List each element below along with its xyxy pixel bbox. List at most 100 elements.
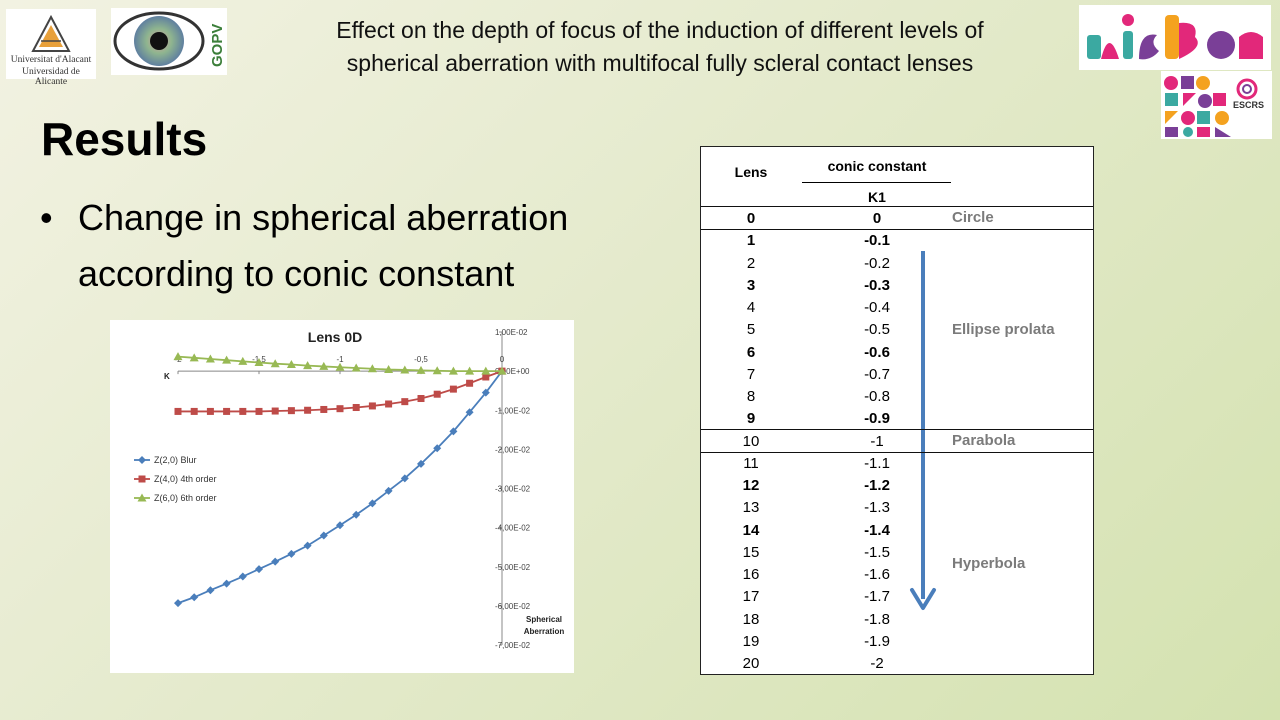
data-point: [368, 499, 377, 508]
data-point: [173, 352, 183, 361]
data-point: [238, 356, 248, 365]
class-circle: Circle: [952, 209, 994, 226]
data-point: [222, 579, 231, 588]
data-point: [174, 407, 182, 415]
table-row: 20 -2: [701, 653, 1093, 675]
k1-cell: -1.6: [864, 566, 890, 583]
k1-cell: -1.7: [864, 588, 890, 606]
lens-cell: 3: [746, 276, 756, 294]
data-point: [319, 531, 328, 540]
legend-label: Z(2,0) Blur: [154, 455, 197, 465]
table-row: 3 -0.3: [701, 275, 1093, 297]
data-point: [287, 549, 296, 558]
table-divider: [701, 229, 1093, 230]
bullet-point: • Change in spherical aberration accordi…: [40, 190, 680, 302]
lens-cell: 17: [742, 588, 760, 606]
bullet-line-2: according to conic constant: [78, 253, 515, 294]
table-row: 1 -0.1: [701, 230, 1093, 252]
y-tick-label: -2,00E-02: [495, 445, 531, 454]
escrs-label: ESCRS: [1232, 100, 1264, 110]
data-point: [336, 521, 344, 530]
k1-cell: -0.5: [864, 321, 890, 339]
lens-cell: 9: [746, 410, 756, 428]
k1-cell: -1.3: [864, 499, 890, 517]
lisbon-logo: [1079, 5, 1271, 70]
x-tick-label: -1: [336, 355, 344, 364]
data-point: [271, 407, 279, 415]
table-row: 16 -1.6: [701, 564, 1093, 586]
down-arrow-icon: [910, 251, 936, 610]
k1-cell: -1.4: [864, 521, 890, 539]
data-point: [206, 407, 214, 415]
data-point: [417, 459, 425, 468]
line-chart: 1,00E-02 0,00E+00 -1,00E-02 -2,00E-02 -3,00E…: [134, 328, 565, 650]
lens-cell: 5: [746, 321, 756, 339]
university-name-valencian: Universitat d'Alacant: [10, 55, 92, 65]
lens-cell: 15: [742, 543, 760, 561]
gopv-logo: GOPV: [111, 8, 227, 75]
data-point: [255, 407, 263, 415]
table-row: 2 -0.2: [701, 253, 1093, 275]
mosaic-icon: [1164, 76, 1231, 137]
data-point: [465, 366, 475, 375]
k1-cell: -0.8: [864, 388, 890, 405]
table-row: 19 -1.9: [701, 631, 1093, 653]
data-point: [368, 402, 376, 410]
lens-cell: 16: [742, 566, 760, 583]
k1-cell: 0: [872, 210, 882, 227]
table-row: 6 -0.6: [701, 342, 1093, 364]
data-point: [497, 366, 507, 375]
data-point: [417, 395, 425, 403]
data-point: [336, 405, 344, 413]
data-point: [465, 408, 474, 417]
data-point: [384, 365, 394, 374]
class-hyperbola: Hyperbola: [952, 555, 1026, 572]
k1-cell: -1.9: [864, 632, 890, 650]
x-tick-label: 0: [500, 355, 505, 364]
header-underline: [802, 182, 951, 183]
table-row: 9 -0.9: [701, 408, 1093, 430]
data-point: [352, 510, 361, 519]
data-point: [319, 361, 329, 370]
y-tick-label: -7,00E-02: [495, 641, 531, 650]
data-point: [174, 599, 182, 608]
k1-cell: -1: [870, 432, 884, 450]
k1-cell: -1.5: [864, 543, 890, 561]
lens-cell: 0: [746, 210, 756, 227]
bullet-line-1: Change in spherical aberration: [78, 197, 569, 238]
data-point: [384, 486, 393, 495]
k1-cell: -0.3: [864, 276, 890, 294]
k1-cell: -1.1: [864, 454, 890, 472]
escrs-logo: ESCRS: [1161, 71, 1272, 139]
y-tick-label: -3,00E-02: [495, 485, 531, 494]
lens-cell: 19: [742, 632, 760, 650]
data-point: [303, 361, 313, 370]
data-point: [448, 366, 458, 375]
university-logo: Universitat d'Alacant Universidad de Ali…: [6, 9, 96, 87]
y-tick-label: 0,00E+00: [495, 367, 530, 376]
lens-cell: 4: [746, 299, 756, 316]
university-name-spanish: Universidad de Alicante: [22, 67, 80, 87]
data-point: [287, 407, 295, 415]
data-point: [449, 427, 458, 436]
data-point: [223, 407, 231, 415]
k1-cell: -0.9: [864, 410, 890, 428]
data-point: [205, 354, 215, 363]
table-row: 8 -0.8: [701, 386, 1093, 408]
data-point: [433, 390, 441, 398]
k1-cell: -1.2: [864, 477, 890, 494]
table-divider: [701, 206, 1093, 207]
table-row: 14 -1.4: [701, 520, 1093, 542]
y-tick-label: -6,00E-02: [495, 602, 531, 611]
table-header-lens: Lens: [734, 164, 768, 180]
table-row: 15 -1.5: [701, 542, 1093, 564]
y-axis-label-line-2: Aberration: [524, 627, 565, 636]
x-tick-label: -0,5: [414, 355, 428, 364]
lens-cell: 1: [746, 232, 756, 250]
data-point: [466, 379, 474, 387]
lens-cell: 13: [742, 499, 760, 517]
table-header-k1: K1: [868, 189, 886, 205]
pyramid-icon: [31, 15, 71, 52]
lens-cell: 7: [746, 365, 756, 383]
